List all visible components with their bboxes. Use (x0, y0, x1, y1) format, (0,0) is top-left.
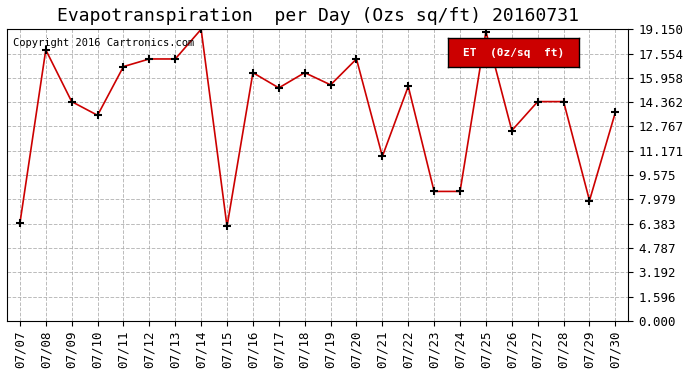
Text: Copyright 2016 Cartronics.com: Copyright 2016 Cartronics.com (13, 38, 195, 48)
Title: Evapotranspiration  per Day (Ozs sq/ft) 20160731: Evapotranspiration per Day (Ozs sq/ft) 2… (57, 7, 579, 25)
